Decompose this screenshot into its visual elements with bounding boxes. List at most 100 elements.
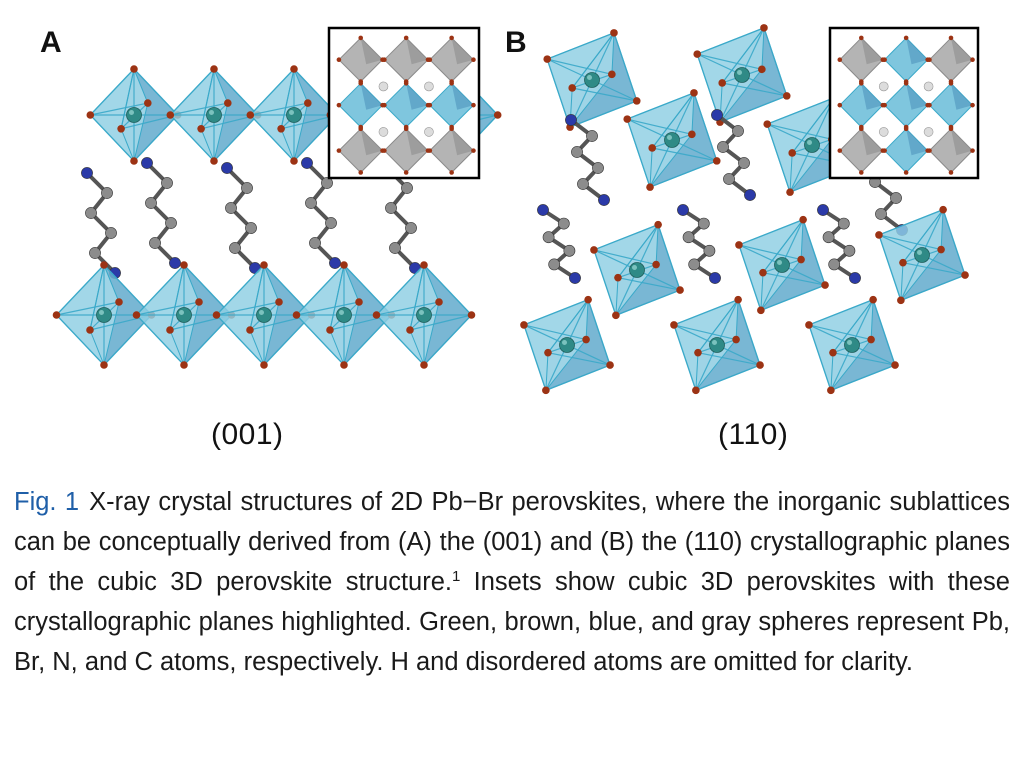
br-atom <box>869 295 877 304</box>
octahedron-edge <box>523 324 587 341</box>
br-atom <box>246 111 255 119</box>
inset-cation-atom <box>378 127 389 137</box>
inset-br-atom <box>859 81 864 86</box>
br-atom <box>542 386 550 395</box>
pb-atom <box>804 137 820 153</box>
br-atom <box>180 361 188 369</box>
panel-a-structure <box>52 26 502 369</box>
inset-br-atom <box>336 148 342 153</box>
br-atom <box>326 326 334 334</box>
c-atom <box>571 146 583 158</box>
n-atom <box>169 257 181 269</box>
c-atom <box>732 125 744 137</box>
br-atom <box>100 361 108 369</box>
br-atom <box>340 261 348 269</box>
pb-atom <box>96 307 112 323</box>
br-atom <box>961 271 969 279</box>
inset-octahedron-shade <box>360 83 383 110</box>
c-atom <box>165 217 177 229</box>
br-atom <box>86 326 94 334</box>
pb-atom-shine <box>667 135 672 140</box>
inset-cation-atom <box>378 81 389 92</box>
octahedron-edge <box>697 299 739 354</box>
br-atom <box>688 130 696 139</box>
octahedron-edge <box>280 68 295 129</box>
br-atom <box>760 24 768 32</box>
pb-atom-shine <box>777 260 782 265</box>
br-atom <box>891 361 899 369</box>
inset-octahedron-shade <box>360 37 383 65</box>
br-atom <box>827 386 835 395</box>
br-atom <box>420 361 428 369</box>
pb-atom-shine <box>209 110 214 115</box>
c-atom <box>101 187 113 199</box>
inset-cation-atom <box>424 81 434 92</box>
br-atom <box>52 311 61 319</box>
octahedron-edge <box>136 301 200 316</box>
pb-atom-shine <box>99 310 104 315</box>
inset-br-atom <box>927 57 932 63</box>
br-atom <box>610 29 618 37</box>
br-atom <box>805 321 813 329</box>
br-atom <box>670 321 678 329</box>
br-atom <box>759 268 767 277</box>
inset-br-atom <box>336 102 342 108</box>
br-atom <box>652 260 660 269</box>
pb-atom-shine <box>632 265 637 270</box>
inset-br-atom <box>837 148 843 153</box>
inset-br-atom <box>382 102 387 108</box>
pb-atom-shine <box>129 110 134 115</box>
c-atom <box>401 182 413 194</box>
br-atom <box>372 311 381 319</box>
pb-atom-shine <box>339 310 344 315</box>
n-atom <box>329 257 341 269</box>
br-atom <box>590 246 598 254</box>
panel-a-letter: A <box>40 26 62 59</box>
panel-b-structure <box>520 24 980 395</box>
br-atom <box>899 258 907 267</box>
pb-atom-shine <box>587 75 592 80</box>
caption-text: X-ray crystal structures of 2D Pb−Br per… <box>14 488 1010 596</box>
br-atom <box>224 99 232 107</box>
br-atom <box>735 241 743 249</box>
octahedron-edge <box>249 264 265 331</box>
br-atom <box>520 321 528 329</box>
br-atom <box>406 326 414 334</box>
c-atom <box>389 242 401 254</box>
c-atom <box>822 231 835 244</box>
inset-br-atom <box>449 35 454 41</box>
inset-br-atom <box>948 35 954 41</box>
br-atom <box>275 298 283 306</box>
c-atom <box>890 192 902 204</box>
br-atom <box>608 70 616 79</box>
c-atom <box>405 222 417 234</box>
br-atom <box>763 120 772 128</box>
br-atom <box>277 125 285 133</box>
inset-octahedron-shade <box>951 83 973 110</box>
br-atom <box>788 149 797 157</box>
inset-br-atom <box>903 35 909 41</box>
n-atom <box>817 204 829 216</box>
br-atom <box>180 261 188 269</box>
octahedron-edge <box>627 118 692 135</box>
inset-octahedron-shade <box>861 128 883 156</box>
n-atom <box>677 204 689 216</box>
br-atom <box>493 111 502 119</box>
br-atom <box>210 157 218 165</box>
inset-octahedron-shade <box>906 37 928 65</box>
br-atom <box>606 361 614 369</box>
inset-octahedron-shade <box>406 37 428 65</box>
inset-br-atom <box>358 35 364 41</box>
br-atom <box>86 111 95 119</box>
inset-br-atom <box>449 170 454 175</box>
br-atom <box>875 231 883 239</box>
br-atom <box>614 273 622 282</box>
inset-br-atom <box>903 170 909 175</box>
c-atom <box>105 227 117 239</box>
pb-atom-shine <box>562 340 567 345</box>
pb-atom <box>416 307 432 323</box>
n-atom <box>849 272 861 284</box>
octahedron-edge <box>902 262 966 276</box>
figure: A B (001) (110) <box>40 24 980 451</box>
br-atom <box>632 97 641 105</box>
